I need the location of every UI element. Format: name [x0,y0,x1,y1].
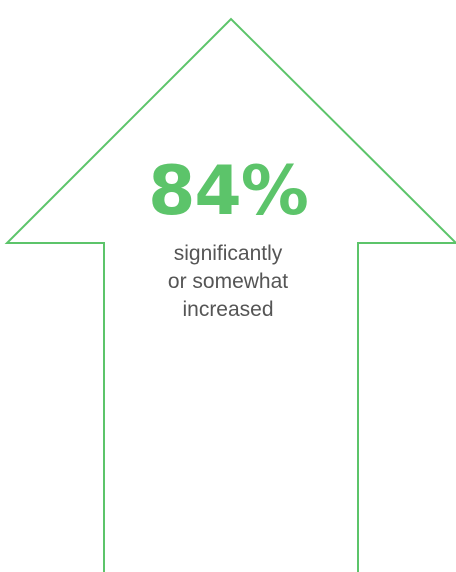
stat-caption-line: increased [0,296,456,324]
stat-caption-line: significantly [0,240,456,268]
stat-block: 84% significantly or somewhat increased [0,150,456,324]
stat-caption: significantly or somewhat increased [0,240,456,324]
stat-caption-line: or somewhat [0,268,456,296]
stat-percentage: 84% [0,150,456,234]
